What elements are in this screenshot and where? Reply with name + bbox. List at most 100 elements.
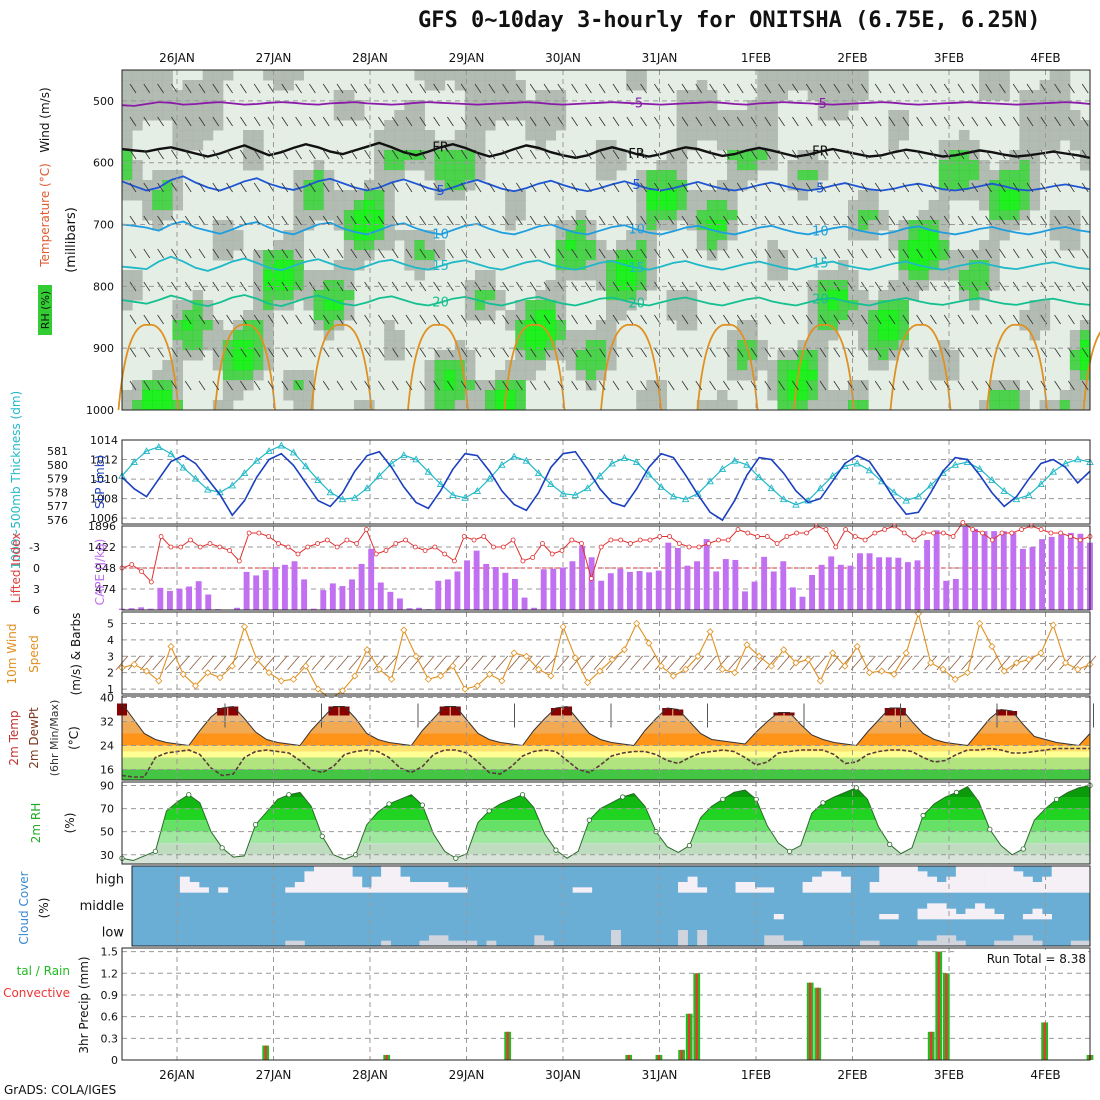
rh-cell bbox=[686, 90, 698, 101]
rh-cell bbox=[918, 250, 930, 261]
rh-cell bbox=[666, 190, 678, 201]
rh-cell bbox=[1059, 220, 1071, 231]
wind-barb bbox=[679, 655, 692, 671]
rh-cell bbox=[999, 230, 1010, 241]
wind-barb bbox=[557, 248, 565, 259]
rh-cell bbox=[122, 180, 133, 191]
rh-cell bbox=[787, 70, 799, 81]
rh-cell bbox=[858, 90, 869, 101]
rh-cell bbox=[444, 190, 456, 201]
rh-cell bbox=[273, 80, 284, 91]
wind-speed-point bbox=[645, 639, 653, 647]
cape-bar bbox=[416, 607, 423, 610]
wind-barb bbox=[957, 314, 965, 325]
rh-cell bbox=[575, 340, 587, 351]
rh-cell bbox=[283, 230, 294, 241]
thickness-point bbox=[608, 459, 616, 467]
wind-barb bbox=[612, 281, 620, 292]
wind-barb bbox=[805, 380, 813, 391]
lifted-index-point bbox=[989, 537, 995, 543]
cloud-cell bbox=[946, 935, 957, 946]
rh-cell bbox=[293, 280, 304, 291]
lifted-index-point bbox=[412, 544, 418, 550]
rh-cell bbox=[636, 200, 647, 211]
rh-cell bbox=[626, 300, 637, 311]
cape-bar bbox=[186, 586, 193, 610]
cloud-cell bbox=[888, 866, 899, 893]
axis-label: 2m DewPt bbox=[27, 707, 41, 769]
y-tick-label: 578 bbox=[47, 486, 68, 499]
rh-cell bbox=[303, 220, 315, 231]
wind-barb bbox=[488, 116, 496, 127]
rh-cell bbox=[918, 230, 930, 241]
wind-barb bbox=[502, 347, 509, 358]
rh-cell bbox=[858, 390, 869, 401]
wind-barb bbox=[640, 281, 647, 292]
rh-cell bbox=[595, 150, 607, 161]
run-total-label: Run Total = 8.38 bbox=[987, 952, 1086, 966]
rh-cell bbox=[1059, 90, 1071, 101]
wind-barb bbox=[598, 380, 606, 391]
temp-peak bbox=[662, 708, 673, 716]
wind-barb bbox=[585, 182, 592, 193]
rh-cell bbox=[948, 170, 960, 181]
wind-barb bbox=[336, 347, 344, 358]
wind-barb bbox=[667, 347, 675, 358]
wind-barb bbox=[833, 314, 841, 325]
rh-point bbox=[820, 800, 826, 806]
rh-cell bbox=[616, 150, 627, 161]
rh-cell bbox=[817, 330, 829, 341]
rh-cell bbox=[626, 230, 637, 241]
rh-cell bbox=[958, 130, 970, 141]
rh-cell bbox=[313, 190, 325, 201]
rh-cell bbox=[636, 280, 647, 291]
wind-barb bbox=[405, 83, 413, 94]
rh-cell bbox=[142, 100, 153, 111]
rh-cell bbox=[394, 170, 405, 181]
rh-cell bbox=[122, 160, 133, 171]
wind-speed-point bbox=[1061, 659, 1070, 667]
wind-barb bbox=[957, 149, 965, 160]
rh-cell bbox=[616, 290, 627, 301]
wind-barb bbox=[391, 215, 399, 226]
isotherm-line bbox=[121, 294, 1091, 308]
wind-barb bbox=[324, 655, 337, 671]
rh-cell bbox=[616, 300, 627, 311]
rh-cell bbox=[918, 220, 930, 231]
wind-barb bbox=[640, 314, 647, 325]
rh-cell bbox=[222, 330, 234, 341]
rh-cell bbox=[444, 370, 456, 381]
wind-barb bbox=[1054, 248, 1061, 259]
cape-bar bbox=[483, 563, 490, 610]
wind-barb bbox=[157, 182, 164, 193]
rh-cell bbox=[737, 320, 748, 331]
wind-barb bbox=[129, 347, 137, 358]
rh-cell bbox=[928, 240, 940, 251]
rh-cell bbox=[989, 180, 1000, 191]
rh-band bbox=[122, 831, 1090, 844]
wind-barb bbox=[226, 347, 233, 358]
wind-barb bbox=[971, 314, 979, 325]
wind-speed-point bbox=[988, 642, 996, 651]
wind-barb bbox=[930, 83, 937, 94]
rh-cell bbox=[515, 200, 526, 211]
wind-barb bbox=[157, 248, 164, 259]
rh-cell bbox=[384, 350, 395, 361]
rh-cell bbox=[182, 80, 194, 91]
wind-barb bbox=[723, 215, 730, 226]
rh-cell bbox=[666, 310, 678, 321]
wind-barb bbox=[640, 347, 647, 358]
rh-cell bbox=[827, 400, 839, 411]
rh-cell bbox=[908, 220, 920, 231]
cloud-cell bbox=[400, 876, 411, 893]
wind-barb bbox=[1040, 248, 1048, 259]
wind-barb bbox=[309, 182, 316, 193]
rh-cell bbox=[979, 250, 990, 261]
rh-cell bbox=[1039, 130, 1051, 141]
wind-barb bbox=[571, 314, 578, 325]
thickness-point bbox=[1012, 495, 1021, 503]
rh-point bbox=[286, 792, 292, 798]
wind-barb bbox=[930, 248, 937, 259]
rh-cell bbox=[444, 390, 456, 401]
rh-cell bbox=[737, 370, 748, 381]
